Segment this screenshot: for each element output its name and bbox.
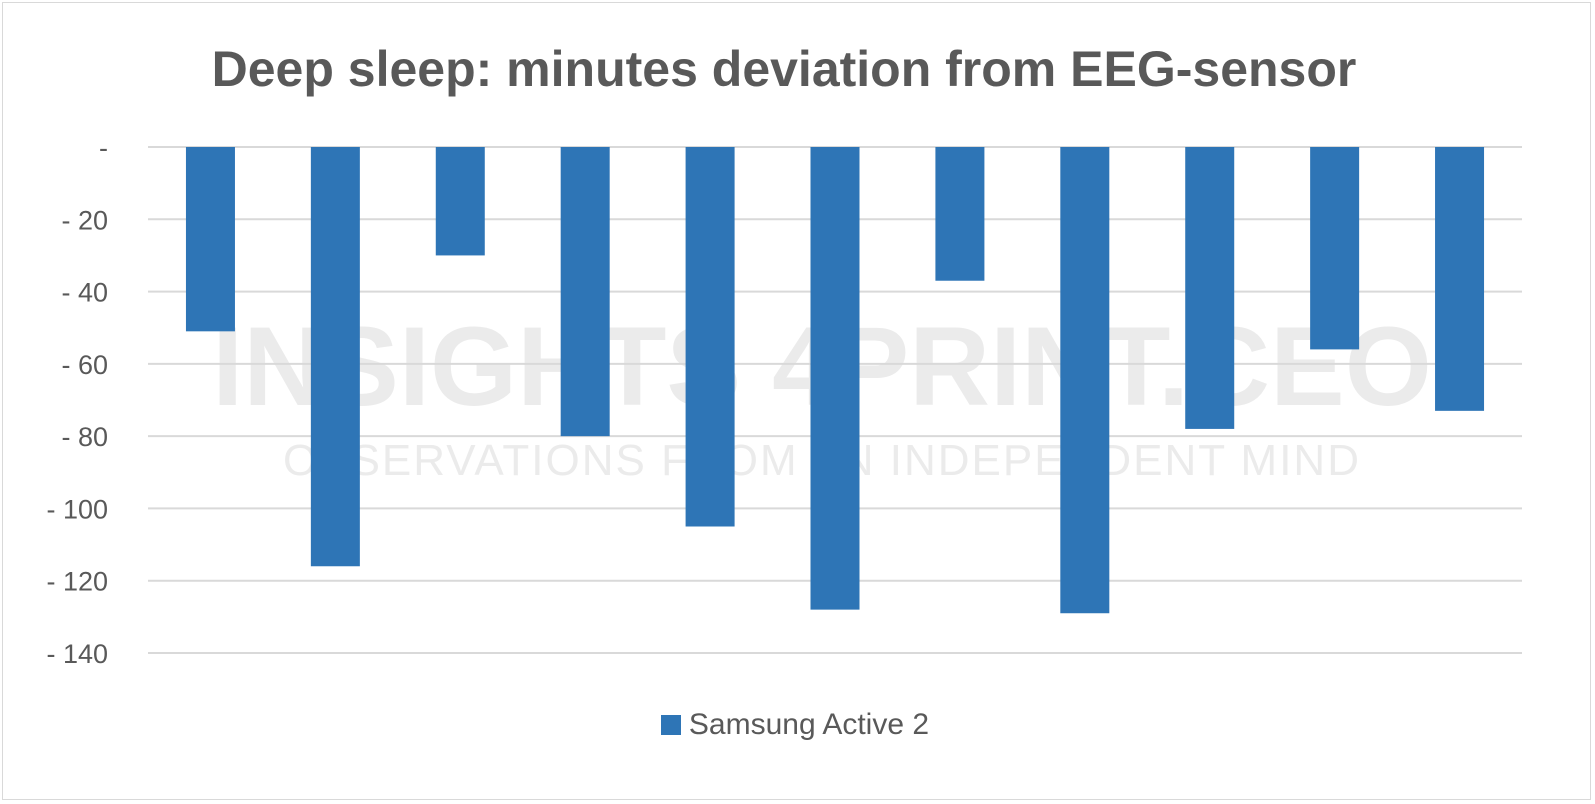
y-tick-label: - 100 bbox=[46, 494, 108, 524]
y-tick-label: - 40 bbox=[61, 278, 108, 308]
bar bbox=[685, 147, 735, 527]
y-tick-label: - 20 bbox=[61, 205, 108, 235]
bar bbox=[185, 147, 235, 332]
bar bbox=[1060, 147, 1110, 614]
bar bbox=[935, 147, 985, 281]
bar bbox=[310, 147, 360, 567]
legend-swatch bbox=[660, 715, 681, 735]
bar bbox=[810, 147, 860, 610]
bar bbox=[435, 147, 485, 256]
legend-label: Samsung Active 2 bbox=[688, 708, 930, 741]
bar bbox=[1310, 147, 1360, 350]
y-tick-label: - 80 bbox=[61, 422, 108, 452]
legend: Samsung Active 2 bbox=[0, 708, 1590, 742]
chart-title: Deep sleep: minutes deviation from EEG-s… bbox=[211, 41, 1357, 97]
y-tick-label: - bbox=[99, 133, 108, 163]
y-tick-label: - 60 bbox=[61, 350, 108, 380]
y-tick-label: - 120 bbox=[46, 567, 108, 597]
y-axis-tick-labels: - - 20 - 40 - 60 - 80 - 100 - 120 - 140 bbox=[46, 133, 108, 669]
y-tick-label: - 140 bbox=[46, 639, 108, 669]
bar bbox=[1435, 147, 1485, 411]
bars bbox=[185, 147, 1485, 614]
bar bbox=[1185, 147, 1235, 429]
bar bbox=[560, 147, 610, 437]
